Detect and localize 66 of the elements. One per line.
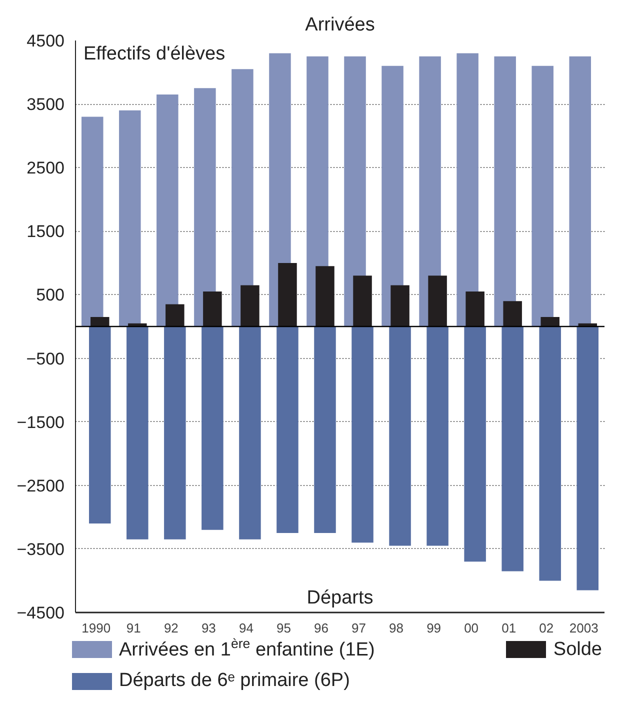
bar — [532, 66, 554, 326]
bar — [89, 326, 111, 524]
x-tick-label: 92 — [164, 620, 178, 636]
bar — [503, 301, 522, 326]
y-tick-label: −2500 — [16, 476, 65, 496]
bar — [569, 56, 591, 326]
y-tick-label: 3500 — [26, 95, 65, 114]
y-tick-label: −3500 — [16, 540, 65, 559]
bar — [426, 326, 448, 546]
x-tick-label: 00 — [464, 620, 479, 636]
bar — [239, 326, 261, 540]
bar — [456, 53, 478, 326]
bar — [203, 292, 222, 326]
x-tick-label: 91 — [126, 620, 141, 636]
bar — [539, 326, 561, 581]
x-tick-label: 99 — [426, 620, 442, 636]
legend-label: Solde — [553, 638, 602, 662]
bar — [502, 326, 524, 572]
bar — [164, 326, 186, 540]
bar — [390, 285, 410, 326]
bar — [540, 316, 560, 326]
bar — [353, 276, 372, 326]
y-axis-title: Effectifs d'élèves — [84, 44, 226, 64]
bar — [202, 326, 224, 530]
y-tick-label: −4500 — [16, 604, 65, 622]
x-tick-label: 01 — [502, 620, 516, 636]
y-tick-label: −1500 — [16, 412, 65, 432]
y-tick-label: −500 — [26, 349, 65, 368]
bar — [352, 326, 374, 543]
bar — [156, 94, 178, 326]
legend-label: Arrivées en 1$^{ère}$ enfantine (1E) — [119, 635, 375, 662]
y-tick-label: 1500 — [26, 222, 65, 242]
bar — [382, 66, 404, 326]
text: Arrivées — [305, 14, 375, 36]
x-tick-label: 95 — [276, 620, 291, 636]
bar — [166, 304, 184, 326]
x-tick-label: 97 — [352, 620, 366, 636]
bar — [494, 56, 516, 326]
y-tick-label: 2500 — [26, 158, 65, 178]
bar — [119, 110, 141, 326]
bar — [90, 316, 110, 326]
x-tick-label: 1990 — [82, 620, 111, 636]
bar — [82, 116, 104, 326]
bar — [466, 292, 484, 326]
bar — [316, 266, 334, 326]
bar — [389, 326, 411, 546]
y-tick-label: 500 — [36, 286, 65, 305]
bar — [278, 262, 297, 326]
bar — [240, 285, 260, 326]
annotation: Départs — [306, 588, 374, 608]
bar — [576, 326, 598, 590]
x-tick-label: 96 — [314, 620, 328, 636]
bar — [232, 69, 254, 326]
bar — [464, 326, 486, 562]
x-tick-label: 98 — [389, 620, 404, 636]
bar — [314, 326, 336, 534]
bar — [428, 276, 447, 326]
x-tick-label: 94 — [238, 620, 254, 636]
bar — [194, 88, 216, 326]
bar — [126, 326, 148, 540]
legend-label: Départs de 6ᵉ primaire (6P) — [119, 669, 350, 694]
y-tick-label: 4500 — [26, 32, 65, 50]
x-tick-label: 02 — [539, 620, 554, 636]
bar — [276, 326, 298, 534]
x-tick-label: 93 — [201, 620, 216, 636]
x-tick-label: 2003 — [569, 620, 598, 636]
